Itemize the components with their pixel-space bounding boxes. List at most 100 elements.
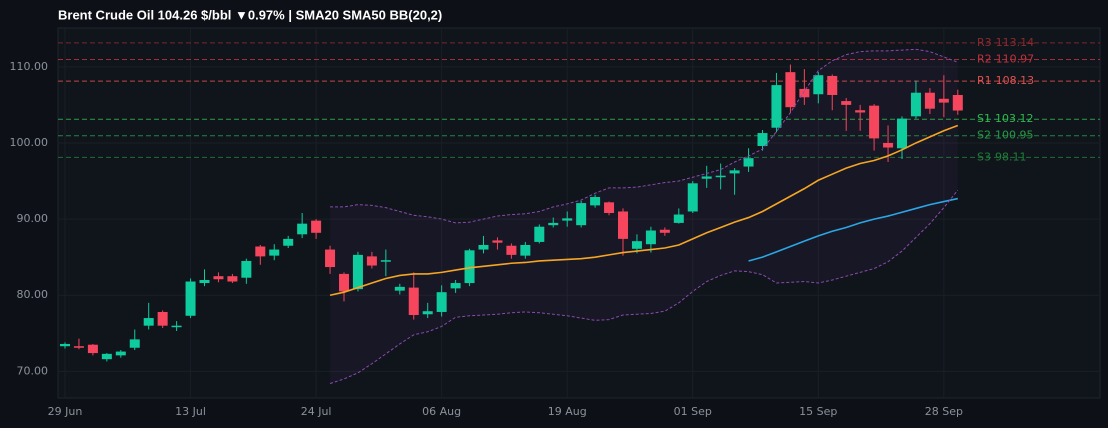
candle-body bbox=[869, 105, 880, 139]
candle-body bbox=[115, 351, 126, 356]
candle-body bbox=[422, 311, 433, 315]
candle-body bbox=[352, 254, 363, 290]
candle-body bbox=[171, 325, 182, 328]
x-tick-label: 29 Jun bbox=[48, 405, 83, 418]
candle-body bbox=[199, 279, 210, 284]
level-name: S3 bbox=[977, 150, 991, 163]
candle-body bbox=[227, 276, 238, 282]
candle-body bbox=[297, 223, 308, 235]
overlay-line bbox=[329, 124, 959, 297]
level-value: 108.13 bbox=[996, 74, 1035, 87]
candle-body bbox=[548, 222, 559, 226]
candle-body bbox=[729, 170, 740, 174]
x-tick-label: 28 Sep bbox=[925, 405, 963, 418]
x-tick-label: 06 Aug bbox=[422, 405, 461, 418]
candle-body bbox=[785, 72, 796, 108]
candle-body bbox=[715, 175, 726, 178]
candle-body bbox=[464, 250, 475, 284]
candle-body bbox=[73, 346, 84, 348]
candle-body bbox=[283, 238, 294, 246]
candle-body bbox=[743, 158, 754, 167]
level-name: R2 bbox=[977, 52, 992, 65]
candle-body bbox=[813, 75, 824, 95]
candle-body bbox=[450, 283, 461, 289]
candle-body bbox=[771, 85, 782, 128]
candle-body bbox=[436, 292, 447, 312]
candle-body bbox=[590, 197, 601, 206]
chart-title: Brent Crude Oil 104.26 $/bbl ▼0.97% | SM… bbox=[58, 7, 442, 22]
candle-body bbox=[659, 229, 670, 233]
candle-body bbox=[129, 339, 140, 348]
candle-body bbox=[408, 287, 419, 316]
candle-body bbox=[143, 318, 154, 326]
candle-body bbox=[701, 176, 712, 179]
candle-body bbox=[185, 281, 196, 316]
level-label: R2 110.97 bbox=[977, 52, 1034, 65]
x-tick-label: 01 Sep bbox=[674, 405, 712, 418]
candle-body bbox=[492, 240, 503, 243]
candle-body bbox=[311, 220, 322, 233]
candle-body bbox=[855, 110, 866, 113]
candle-body bbox=[213, 276, 224, 280]
level-value: 113.14 bbox=[996, 36, 1035, 49]
candle-body bbox=[618, 211, 628, 239]
overlay-line bbox=[330, 48, 958, 224]
level-value: 110.97 bbox=[996, 52, 1035, 65]
candle-body bbox=[645, 230, 656, 245]
y-tick-label: 110.00 bbox=[10, 60, 49, 73]
candle-body bbox=[520, 244, 531, 256]
bb-band-fill bbox=[330, 49, 958, 384]
x-tick-label: 24 Jul bbox=[301, 405, 332, 418]
y-tick-label: 70.00 bbox=[17, 364, 49, 377]
candle-body bbox=[255, 246, 266, 257]
candle-body bbox=[938, 98, 949, 103]
level-label: R3 113.14 bbox=[977, 36, 1034, 49]
y-tick-label: 80.00 bbox=[17, 288, 49, 301]
candle-body bbox=[339, 273, 349, 292]
candle-body bbox=[631, 241, 642, 249]
candle-body bbox=[534, 226, 545, 242]
level-value: 103.12 bbox=[995, 112, 1034, 125]
level-value: 100.95 bbox=[995, 129, 1034, 142]
x-tick-label: 15 Sep bbox=[799, 405, 837, 418]
candle-body bbox=[673, 214, 684, 223]
y-tick-label: 90.00 bbox=[17, 212, 49, 225]
candle-body bbox=[87, 344, 98, 354]
candle-body bbox=[910, 92, 921, 117]
level-label: S1 103.12 bbox=[977, 112, 1033, 125]
level-label: S3 98.11 bbox=[977, 150, 1026, 163]
level-name: R3 bbox=[977, 36, 992, 49]
candle-body bbox=[380, 260, 391, 262]
candle-body bbox=[952, 94, 963, 111]
candle-body bbox=[799, 88, 810, 98]
candle-body bbox=[269, 249, 280, 256]
level-name: R1 bbox=[977, 74, 992, 87]
level-label: R1 108.13 bbox=[977, 74, 1034, 87]
candle-body bbox=[841, 101, 852, 105]
candle-body bbox=[897, 118, 907, 149]
level-name: S1 bbox=[977, 112, 991, 125]
candle-body bbox=[576, 203, 587, 226]
candle-body bbox=[687, 183, 698, 212]
candle-body bbox=[366, 256, 377, 266]
overlay-line bbox=[748, 197, 958, 262]
level-name: S2 bbox=[977, 129, 991, 142]
x-tick-label: 19 Aug bbox=[548, 405, 587, 418]
candle-body bbox=[394, 286, 405, 291]
candle-body bbox=[478, 244, 489, 250]
level-value: 98.11 bbox=[995, 150, 1027, 163]
level-label: S2 100.95 bbox=[977, 129, 1033, 142]
candle-body bbox=[827, 75, 838, 95]
y-tick-label: 100.00 bbox=[10, 136, 49, 149]
candle-body bbox=[101, 353, 112, 360]
x-tick-label: 13 Jul bbox=[175, 405, 206, 418]
candle-body bbox=[241, 260, 252, 278]
candle-body bbox=[604, 202, 615, 213]
candle-body bbox=[506, 245, 517, 255]
candle-body bbox=[757, 133, 768, 147]
candle-body bbox=[562, 218, 573, 221]
candle-body bbox=[157, 311, 168, 326]
candle-body bbox=[883, 142, 894, 148]
candle-body bbox=[924, 92, 935, 109]
